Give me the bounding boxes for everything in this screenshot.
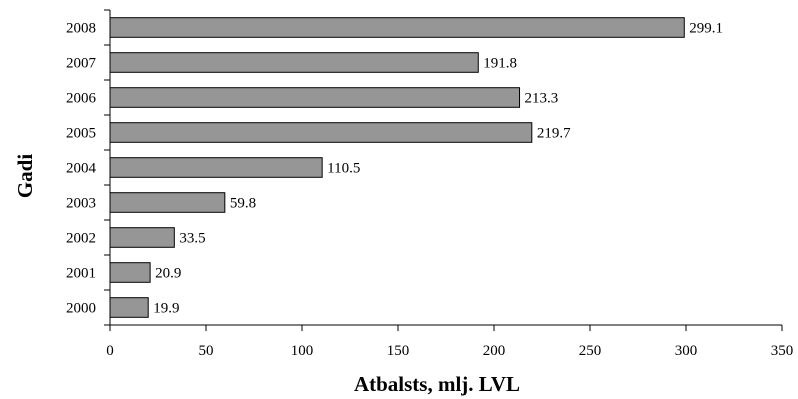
y-tick-label-2006: 2006 [66, 91, 97, 107]
bar-2002 [109, 227, 175, 248]
y-tick-label-2001: 2001 [66, 266, 96, 282]
y-tick-label-2002: 2002 [66, 231, 96, 247]
x-tick-label-0: 0 [106, 343, 114, 359]
y-axis-ticks: 2008 2007 2006 2005 2004 2003 2002 2001 2000 [66, 9, 110, 326]
x-axis-title: Atbalsts, mlj. LVL [354, 372, 520, 396]
bar-2004 [109, 157, 323, 178]
data-label-2005: 219.7 [537, 126, 571, 142]
data-label-2002: 33.5 [179, 231, 205, 247]
data-label-2008: 299.1 [689, 21, 723, 37]
x-axis-ticks: 0 50 100 150 200 250 300 350 [106, 325, 793, 359]
data-label-2007: 191.8 [483, 56, 517, 72]
x-tick-label-150: 150 [387, 343, 410, 359]
data-labels-group: 299.1 191.8 213.3 219.7 110.5 59.8 33.5 20.9 19.… [153, 21, 723, 317]
y-tick-label-2004: 2004 [66, 161, 97, 177]
y-tick-label-2003: 2003 [66, 196, 96, 212]
y-tick-label-2007: 2007 [66, 56, 97, 72]
y-tick-label-2000: 2000 [66, 301, 96, 317]
x-tick-label-100: 100 [291, 343, 314, 359]
data-label-2006: 213.3 [525, 91, 559, 107]
data-label-2001: 20.9 [155, 266, 181, 282]
bar-2005 [109, 122, 533, 143]
data-label-2004: 110.5 [327, 161, 360, 177]
data-label-2000: 19.9 [153, 301, 179, 317]
data-label-2003: 59.8 [230, 196, 256, 212]
bar-2008 [109, 17, 685, 38]
bar-2003 [109, 192, 226, 213]
y-tick-label-2005: 2005 [66, 126, 96, 142]
y-tick-label-2008: 2008 [66, 21, 96, 37]
x-tick-label-350: 350 [771, 343, 794, 359]
x-tick-label-200: 200 [483, 343, 506, 359]
bar-2001 [109, 262, 151, 283]
bar-2007 [109, 52, 479, 73]
x-tick-label-300: 300 [675, 343, 698, 359]
bar-2006 [109, 87, 521, 108]
bars-group [109, 17, 685, 318]
y-axis-title: Gadi [13, 154, 37, 199]
bar-2000 [109, 297, 149, 318]
x-tick-label-250: 250 [579, 343, 602, 359]
x-tick-label-50: 50 [199, 343, 214, 359]
